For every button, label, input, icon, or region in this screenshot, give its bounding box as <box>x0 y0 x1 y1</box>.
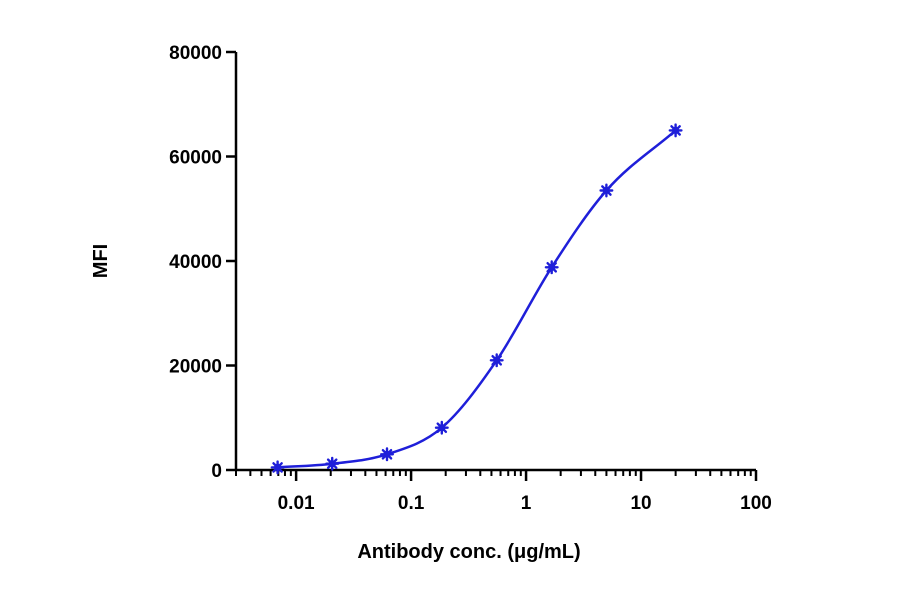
data-point <box>379 447 395 462</box>
y-tick-label: 20000 <box>169 357 222 378</box>
fit-curve <box>277 129 677 469</box>
data-point <box>434 420 449 435</box>
x-tick-label: 10 <box>630 493 651 514</box>
y-tick-label: 40000 <box>169 252 222 273</box>
tick-marks <box>226 50 758 481</box>
tick-labels: 0 20000 40000 60000 80000 0.01 0.1 1 10 100 <box>169 43 772 514</box>
fit-curve-layer <box>277 129 677 469</box>
y-tick-label: 80000 <box>169 43 222 64</box>
data-points <box>270 123 683 475</box>
x-axis-title: Antibody conc. (μg/mL) <box>357 541 580 563</box>
y-tick-label: 60000 <box>169 148 222 169</box>
y-axis-title: MFI <box>90 244 112 278</box>
data-point <box>599 183 614 198</box>
data-point <box>668 123 683 138</box>
data-point <box>489 353 504 368</box>
x-tick-label: 0.01 <box>278 493 315 514</box>
y-tick-label: 0 <box>211 461 222 482</box>
data-point <box>270 460 285 475</box>
x-tick-label: 1 <box>521 493 532 514</box>
data-point <box>325 456 340 471</box>
axes <box>234 52 756 472</box>
x-tick-label: 100 <box>740 493 772 514</box>
data-point <box>544 260 559 275</box>
x-tick-label: 0.1 <box>398 493 425 514</box>
